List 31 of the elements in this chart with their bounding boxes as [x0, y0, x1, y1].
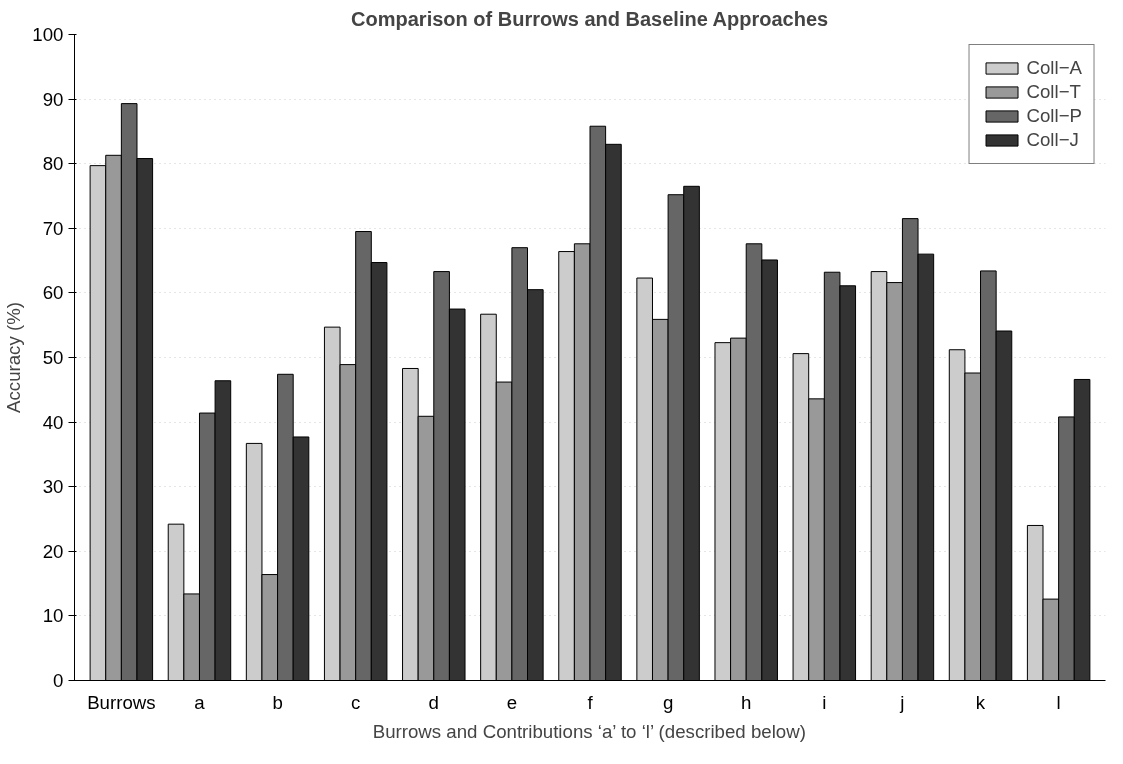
x-tick-label: l — [1056, 691, 1061, 713]
y-tick-label: 20 — [42, 540, 64, 562]
x-tick-label: a — [194, 691, 206, 713]
x-axis-title: Burrows and Contributions ‘a’ to ‘l’ (described below) — [372, 720, 806, 742]
y-tick-label: 40 — [42, 411, 64, 433]
x-tick-label: f — [587, 691, 594, 713]
y-axis-title: Accuracy (%) — [3, 302, 25, 413]
y-tick-label: 10 — [42, 605, 64, 627]
x-tick-label: e — [506, 691, 518, 713]
legend-label: Coll−J — [1026, 129, 1079, 151]
x-tick-label: d — [428, 691, 439, 713]
y-tick-label: 30 — [42, 476, 64, 498]
y-tick-label: 80 — [42, 153, 64, 175]
legend-label: Coll−A — [1026, 57, 1082, 79]
legend-label: Coll−P — [1026, 105, 1082, 127]
x-tick-label: c — [351, 691, 361, 713]
chart-title: Comparison of Burrows and Baseline Approaches — [351, 7, 829, 30]
y-tick-label: 0 — [53, 670, 64, 691]
legend-label: Coll−T — [1026, 81, 1081, 103]
x-tick-label: j — [899, 691, 905, 713]
y-tick-label: 100 — [32, 24, 64, 45]
y-tick-label: 70 — [42, 217, 64, 239]
x-tick-label: Burrows — [87, 691, 156, 713]
y-tick-label: 50 — [42, 347, 64, 368]
x-tick-label: g — [662, 691, 674, 713]
x-tick-label: h — [741, 691, 752, 713]
x-tick-label: k — [975, 691, 986, 713]
x-tick-label: b — [272, 691, 283, 713]
y-tick-label: 60 — [42, 282, 64, 304]
y-tick-label: 90 — [42, 88, 64, 110]
x-tick-label: i — [822, 691, 827, 713]
